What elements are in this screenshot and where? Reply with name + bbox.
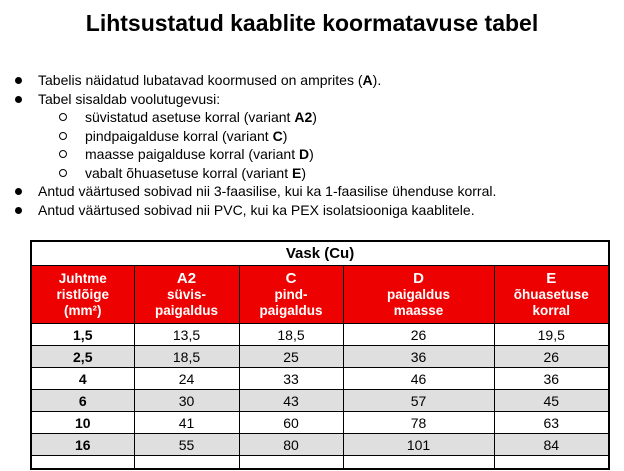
table-cell: 19,5 bbox=[493, 323, 610, 346]
list-item-text: vabalt õhuasetuse korral (variant bbox=[85, 164, 292, 181]
bullet-circle-icon bbox=[59, 150, 67, 158]
list-item-text: ) bbox=[312, 109, 317, 125]
variant-desc: pind- paigaldus bbox=[259, 287, 323, 318]
list-item: Antud väärtused sobivad nii PVC, kui ka … bbox=[0, 201, 624, 220]
table-cell: 41 bbox=[133, 411, 240, 434]
table-cell: 57 bbox=[342, 389, 495, 412]
table-cell: 60 bbox=[238, 411, 344, 434]
bullet-dot-icon bbox=[15, 77, 22, 84]
table-cell: 18,5 bbox=[133, 345, 240, 368]
list-item-bold: E bbox=[292, 164, 302, 181]
list-item: pindpaigalduse korral (variant C) bbox=[0, 127, 624, 146]
row-size-cell: 6 bbox=[30, 389, 135, 412]
table-cell: 18,5 bbox=[238, 323, 344, 346]
table-cell: 36 bbox=[342, 345, 495, 368]
table-cell bbox=[133, 455, 240, 470]
list-item: Tabel sisaldab voolutugevusi: bbox=[0, 90, 624, 109]
list-item: Tabelis näidatud lubatavad koormused on … bbox=[0, 71, 624, 90]
row-size-cell: 2,5 bbox=[30, 345, 135, 368]
row-size-cell: 4 bbox=[30, 367, 135, 390]
list-item-text: Antud väärtused sobivad nii 3-faasilise,… bbox=[38, 183, 497, 199]
col-header-size: Juhtme ristlõige (mm²) bbox=[30, 265, 135, 324]
table-row: 10 41 60 78 63 bbox=[30, 411, 610, 434]
cable-load-table: Vask (Cu) Juhtme ristlõige (mm²) A2 süvis… bbox=[30, 240, 611, 470]
list-item-text: pindpaigalduse korral (variant bbox=[85, 127, 273, 144]
table-cell: 26 bbox=[493, 345, 610, 368]
bullet-circle-icon bbox=[59, 113, 67, 121]
table-row: 4 24 33 46 36 bbox=[30, 367, 610, 390]
list-item-text: ) bbox=[301, 164, 307, 181]
table-cell: 26 bbox=[342, 323, 495, 346]
list-item: Antud väärtused sobivad nii 3-faasilise,… bbox=[0, 182, 624, 201]
table-cell: 43 bbox=[238, 389, 344, 412]
table-row-cutoff bbox=[30, 455, 610, 470]
table-row: 2,5 18,5 25 36 26 bbox=[30, 345, 610, 368]
table-row: 16 55 80 101 84 bbox=[30, 433, 610, 456]
row-size-cell: 1,5 bbox=[30, 323, 135, 346]
list-item: süvistatud asetuse korral (variant A2) bbox=[0, 108, 624, 127]
notes-list: Tabelis näidatud lubatavad koormused on … bbox=[0, 71, 624, 219]
list-item-text: ) bbox=[282, 127, 288, 144]
table-cell: 63 bbox=[493, 411, 610, 434]
bullet-dot-icon bbox=[15, 206, 22, 214]
row-size-cell: 10 bbox=[30, 411, 135, 434]
list-item-text: ) bbox=[309, 146, 314, 162]
list-item-text: ). bbox=[372, 72, 382, 88]
table-cell bbox=[238, 455, 344, 470]
list-item-text: Tabelis näidatud lubatavad koormused on … bbox=[38, 72, 363, 88]
table-row: Vask (Cu) bbox=[30, 240, 610, 266]
table-cell: 55 bbox=[133, 433, 240, 456]
table-cell: 101 bbox=[342, 433, 495, 456]
variant-label: A2 bbox=[176, 270, 197, 287]
bullet-circle-icon bbox=[59, 131, 67, 140]
table-caption: Vask (Cu) bbox=[30, 240, 610, 266]
table-cell: 46 bbox=[342, 367, 495, 390]
variant-desc: süvis- paigaldus bbox=[154, 287, 218, 318]
list-item-text: Antud väärtused sobivad nii PVC, kui ka … bbox=[38, 201, 475, 218]
list-item-bold: C bbox=[272, 127, 283, 144]
list-item-text: maasse paigalduse korral (variant bbox=[85, 146, 299, 162]
table-cell: 36 bbox=[493, 367, 610, 390]
table-row: 6 30 43 57 45 bbox=[30, 389, 610, 412]
list-item: vabalt õhuasetuse korral (variant E) bbox=[0, 164, 624, 183]
page-title: Lihtsustatud kaablite koormatavuse tabel bbox=[85, 10, 539, 36]
list-item-bold: D bbox=[299, 146, 310, 162]
row-size-cell: 16 bbox=[30, 433, 135, 456]
bullet-dot-icon bbox=[15, 95, 22, 103]
list-item-bold: A2 bbox=[294, 109, 313, 125]
table-row: Juhtme ristlõige (mm²) A2 süvis- paigaldu… bbox=[30, 265, 610, 324]
list-item-text: Tabel sisaldab voolutugevusi: bbox=[38, 90, 221, 107]
bullet-dot-icon bbox=[15, 188, 22, 195]
table-cell: 84 bbox=[493, 433, 610, 456]
list-item-bold: A bbox=[362, 72, 373, 88]
variant-desc: paigaldus maasse bbox=[386, 287, 450, 318]
bullet-circle-icon bbox=[59, 168, 67, 177]
table-cell: 33 bbox=[238, 367, 344, 390]
variant-desc: õhuasetuse korral bbox=[513, 287, 589, 318]
table-cell: 30 bbox=[133, 389, 240, 412]
table-row: 1,5 13,5 18,5 26 19,5 bbox=[30, 323, 610, 346]
col-header-a2: A2 süvis- paigaldus bbox=[133, 265, 240, 324]
table-cell: 45 bbox=[493, 389, 610, 412]
table-cell bbox=[493, 455, 610, 470]
table-cell: 78 bbox=[342, 411, 495, 434]
variant-label: C bbox=[285, 270, 297, 287]
table-cell: 25 bbox=[238, 345, 344, 368]
table-cell: 24 bbox=[133, 367, 240, 390]
table-cell: 13,5 bbox=[133, 323, 240, 346]
table-cell bbox=[30, 455, 135, 470]
table-cell bbox=[342, 455, 495, 470]
variant-label: D bbox=[413, 270, 424, 287]
variant-label: E bbox=[546, 270, 557, 287]
table-cell: 80 bbox=[238, 433, 344, 456]
list-item: maasse paigalduse korral (variant D) bbox=[0, 145, 624, 164]
list-item-text: süvistatud asetuse korral (variant bbox=[85, 109, 295, 125]
